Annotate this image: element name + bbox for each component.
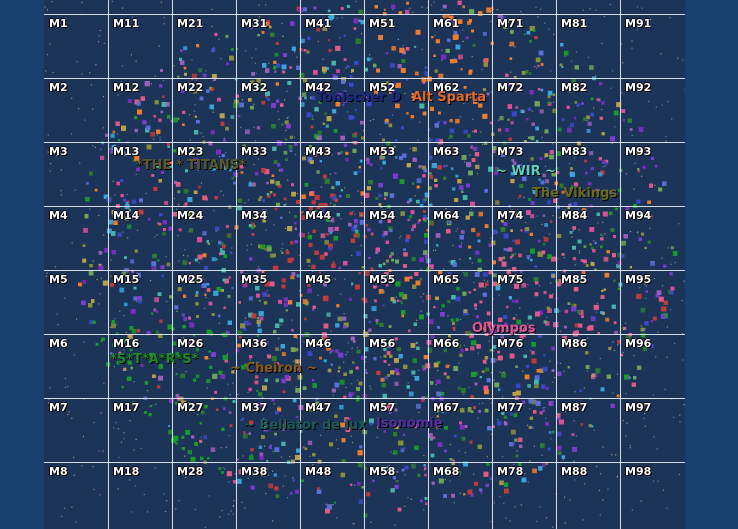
territory-layer	[44, 0, 685, 528]
alliance-label[interactable]: Isonomie	[376, 416, 443, 431]
alliance-label[interactable]: ~ Cheiron ~	[230, 361, 318, 376]
alliance-label[interactable]: Tonischer D	[316, 90, 402, 105]
alliance-label[interactable]: ~ WIR ~	[496, 164, 557, 179]
alliance-label[interactable]: The Vikings	[532, 186, 618, 201]
world-map[interactable]: M1 M11 M21 M31 M41 M51 M61 M71 M81 M91 M2 M12 M22 M32…	[44, 0, 685, 529]
grid-lines	[44, 0, 685, 529]
alliance-label[interactable]: Alt Sparta	[412, 90, 487, 105]
alliance-label[interactable]: ~ Bellator de lux	[244, 418, 367, 433]
alliance-label[interactable]: *S*T*A*R*S*	[110, 352, 199, 367]
alliance-label[interactable]: Olympos	[472, 321, 536, 336]
alliance-label[interactable]: *THE * TITANS*	[136, 158, 246, 173]
